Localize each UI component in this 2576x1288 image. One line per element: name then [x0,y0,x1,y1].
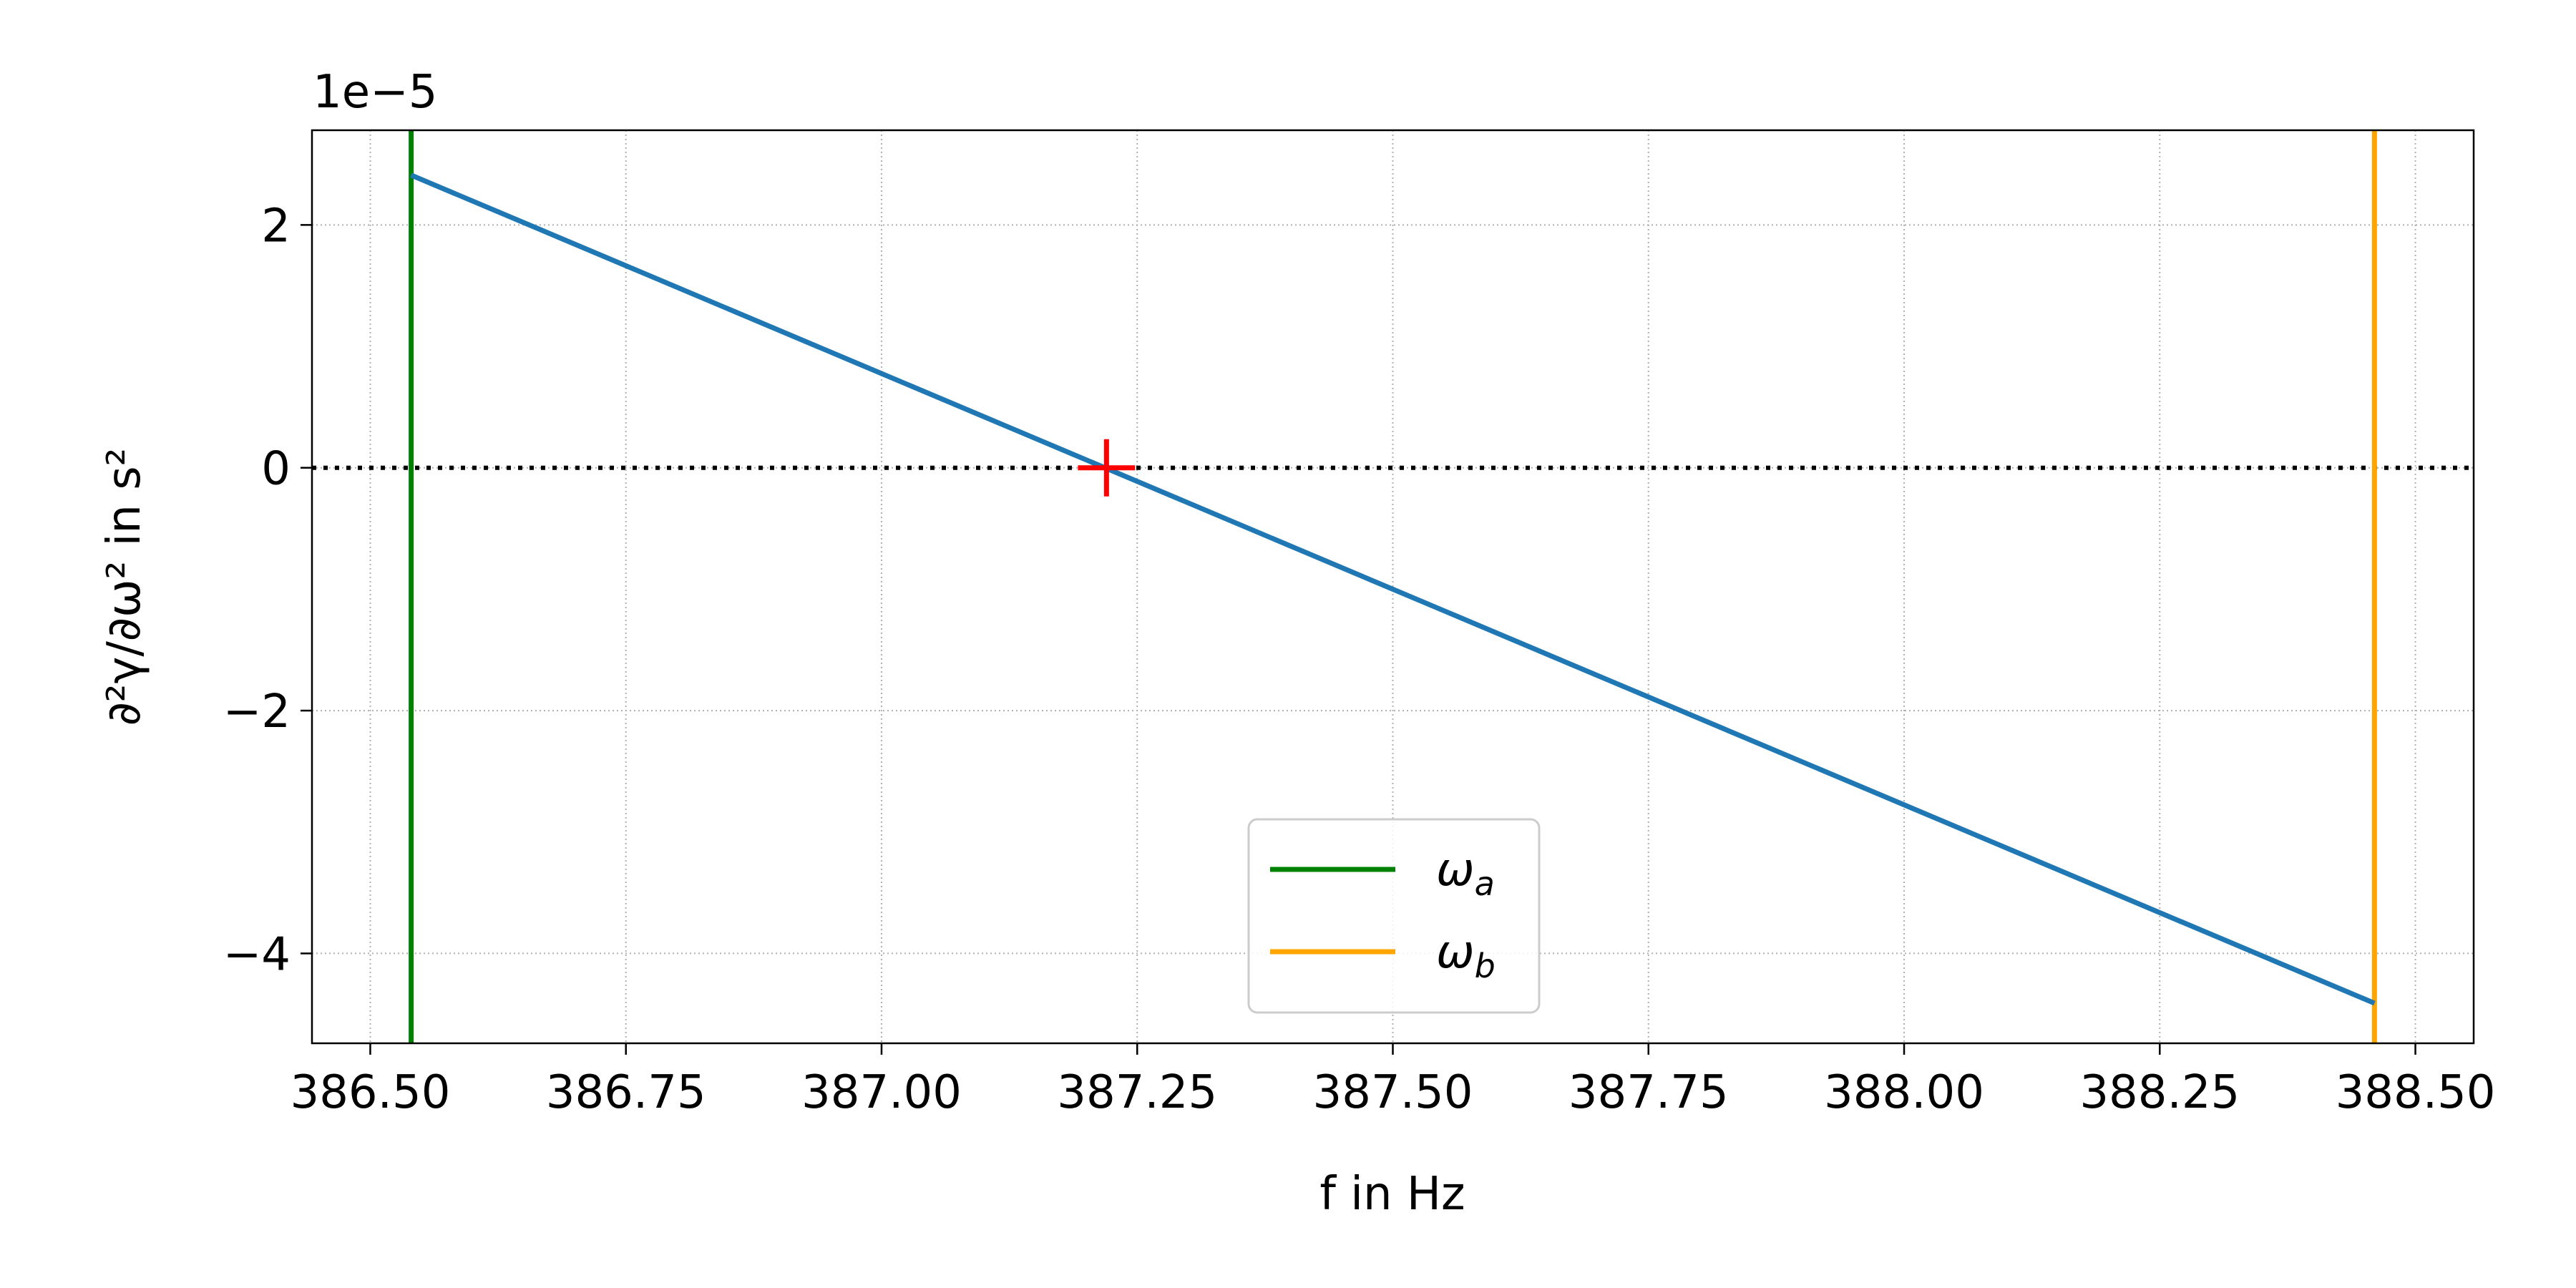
legend-box [1247,818,1541,1014]
y-offset-label: 1e−5 [313,66,437,119]
y-tick-label: 0 [261,443,291,496]
x-axis: 386.50 386.75 387.00 387.25 387.50 387.75 388.… [290,1043,2496,1119]
legend-label: ωb [1436,926,1496,985]
x-tick-label: 388.50 [2336,1066,2496,1119]
series-line [410,172,2376,1006]
y-tick-label: −2 [223,686,291,738]
x-tick-label: 388.25 [2079,1066,2240,1119]
x-tick-label: 387.75 [1568,1066,1729,1119]
x-tick-label: 386.50 [290,1066,450,1119]
x-tick-label: 387.50 [1313,1066,1473,1119]
y-axis-label: ∂²γ/∂ω² in s² [98,448,151,726]
x-tick-label: 388.00 [1824,1066,1984,1119]
x-tick-label: 387.25 [1057,1066,1217,1119]
x-axis-label: f in Hz [1319,1168,1465,1221]
x-tick-label: 387.00 [801,1066,962,1119]
zero-crossing-marker [1078,439,1136,497]
y-tick-label: −4 [223,928,291,981]
y-tick-label: 2 [261,200,291,253]
plot-content [312,130,2474,1043]
y-axis: 2 0 −2 −4 [223,200,312,981]
x-tick-label: 386.75 [546,1066,706,1119]
